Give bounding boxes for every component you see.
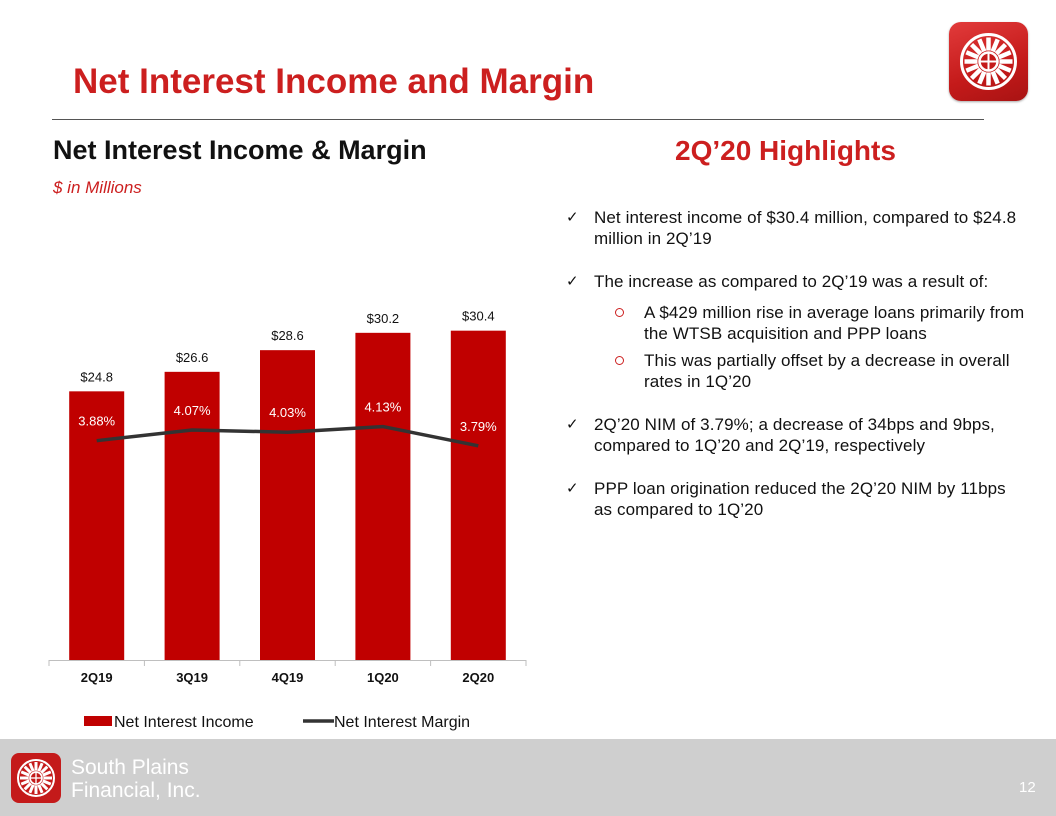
line-value-label: 4.03% (269, 405, 306, 420)
checkmark-icon: ✓ (566, 415, 579, 433)
footer-company-line2: Financial, Inc. (71, 779, 201, 802)
bar-value-label: $30.4 (462, 309, 495, 324)
slide-title: Net Interest Income and Margin (73, 62, 595, 101)
footer-logo-icon (11, 753, 61, 803)
highlight-item: ✓ Net interest income of $30.4 million, … (566, 207, 1026, 249)
highlight-text: PPP loan origination reduced the 2Q’20 N… (594, 479, 1006, 519)
highlight-item: ✓ The increase as compared to 2Q’19 was … (566, 271, 1026, 292)
net-interest-chart: $24.8 2Q19 $26.6 3Q19 $28.6 4Q19 $30.2 1Q20 $30.… (48, 309, 527, 731)
highlight-subtext: A $429 million rise in average loans pri… (644, 303, 1025, 343)
highlight-item: ✓ 2Q’20 NIM of 3.79%; a decrease of 34bp… (566, 414, 1026, 456)
bar-net-interest-income (164, 371, 220, 660)
footer-bar: South Plains Financial, Inc. 12 (0, 739, 1056, 816)
highlight-subtext: This was partially offset by a decrease … (644, 351, 1010, 391)
checkmark-icon: ✓ (566, 272, 579, 290)
bar-net-interest-income (260, 350, 315, 660)
highlight-subitem: This was partially offset by a decrease … (566, 350, 1026, 392)
highlight-text: Net interest income of $30.4 million, co… (594, 208, 1017, 248)
x-tick-label: 2Q19 (81, 670, 113, 685)
checkmark-icon: ✓ (566, 208, 579, 226)
bar-value-label: $30.2 (367, 311, 400, 326)
footer-company-line1: South Plains (71, 756, 189, 779)
chart-heading: Net Interest Income & Margin (53, 135, 427, 165)
x-tick-label: 1Q20 (367, 670, 399, 685)
page-number: 12 (1019, 779, 1036, 796)
bar-value-label: $26.6 (176, 350, 209, 365)
bar-net-interest-income (450, 330, 506, 660)
circle-bullet-icon (615, 356, 624, 365)
title-divider (52, 119, 984, 120)
highlight-item: ✓ PPP loan origination reduced the 2Q’20… (566, 478, 1026, 520)
series-line-net-interest-margin (96, 424, 479, 448)
bar-value-label: $28.6 (271, 328, 304, 343)
circle-bullet-icon (615, 308, 624, 317)
highlight-sublist: A $429 million rise in average loans pri… (566, 302, 1026, 392)
x-tick-label: 4Q19 (272, 670, 304, 685)
legend-label-net-interest-income: Net Interest Income (114, 714, 254, 731)
x-tick-label: 3Q19 (176, 670, 208, 685)
checkmark-icon: ✓ (566, 479, 579, 497)
highlight-text: 2Q’20 NIM of 3.79%; a decrease of 34bps … (594, 415, 995, 455)
line-value-label: 4.13% (364, 400, 401, 415)
company-logo-icon (949, 22, 1028, 101)
legend-label-net-interest-margin: Net Interest Margin (334, 714, 470, 731)
highlights-heading: 2Q’20 Highlights (675, 135, 896, 166)
footer-company-name: South Plains Financial, Inc. (71, 756, 201, 802)
highlights-list: ✓ Net interest income of $30.4 million, … (566, 207, 1026, 542)
highlight-subitem: A $429 million rise in average loans pri… (566, 302, 1026, 344)
x-tick-label: 2Q20 (462, 670, 494, 685)
line-value-label: 3.79% (460, 419, 497, 434)
highlight-text: The increase as compared to 2Q’19 was a … (594, 272, 989, 291)
bar-net-interest-income (355, 332, 411, 660)
chart-units-note: $ in Millions (53, 178, 142, 197)
bar-value-label: $24.8 (80, 369, 113, 384)
line-value-label: 4.07% (174, 403, 211, 418)
bar-net-interest-income (69, 391, 125, 660)
legend-swatch-bar (84, 716, 112, 726)
line-value-label: 3.88% (78, 414, 115, 429)
